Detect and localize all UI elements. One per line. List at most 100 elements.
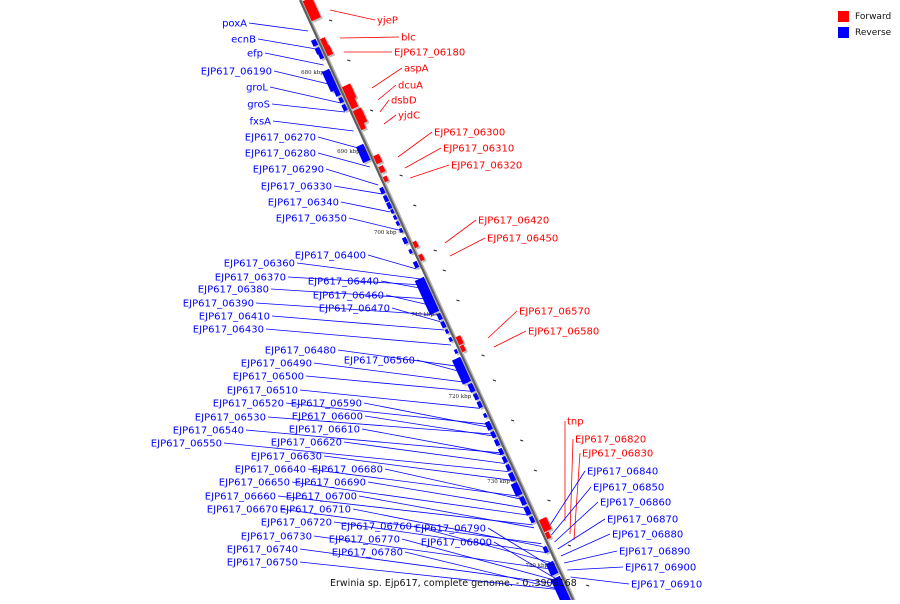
reverse-gene-block [476,400,483,409]
reverse-gene-block [321,68,339,93]
reverse-gene-block [467,382,476,393]
reverse-gene-label: EJP617_06350 [276,214,347,225]
reverse-gene-label: EJP617_06390 [183,299,254,310]
leader-line [245,429,501,454]
leader-line [307,468,520,497]
feature-mark [492,379,497,382]
leader-line [325,168,379,186]
reverse-gene-block [412,260,420,269]
forward-gene-block [538,516,552,533]
reverse-gene-label: EJP617_06670 [207,505,278,516]
reverse-gene-block [448,336,453,343]
forward-gene-label: tnp [567,417,584,428]
reverse-gene-block [395,220,401,227]
reverse-gene-label: EJP617_06470 [319,304,390,315]
forward-gene-block [382,175,389,183]
leader-line [361,428,501,456]
reverse-gene-label: EJP617_06560 [344,356,415,367]
leader-line [291,481,529,516]
feature-mark [399,174,403,177]
leader-line [299,548,560,585]
reverse-gene-block [542,545,549,554]
leader-line [573,452,581,541]
reverse-gene-label: groS [247,100,270,111]
leader-line [272,120,354,132]
reverse-gene-label: EJP617_06550 [151,439,222,450]
leader-line [339,36,400,39]
leader-line [317,152,371,168]
leader-line [567,566,624,571]
reverse-gene-label: EJP617_06790 [415,524,486,535]
leader-line [255,302,438,316]
leader-line [329,9,376,21]
reverse-gene-label: EJP617_06730 [241,532,312,543]
leader-line [493,330,527,348]
reverse-gene-block [333,88,341,97]
reverse-gene-label: EJP617_06630 [251,452,322,463]
reverse-gene-label: EJP617_06500 [233,372,304,383]
reverse-gene-block [338,96,345,104]
forward-gene-label: EJP617_06580 [528,327,599,338]
leader-line [340,201,391,213]
reverse-gene-label: EJP617_06760 [341,522,412,533]
leader-line [493,541,559,581]
leader-line [551,486,592,536]
leader-line [487,310,518,339]
forward-gene-label: aspA [404,64,429,75]
feature-mark [547,499,551,502]
reverse-gene-block [453,348,459,355]
tick-label: 690 kbp [337,149,360,155]
leader-line [299,389,480,409]
reverse-gene-label: EJP617_06840 [587,467,658,478]
leader-line [404,147,442,169]
tick-label: 740 kbp [525,563,548,569]
leader-line [383,114,397,125]
reverse-gene-label: EJP617_06720 [261,518,332,529]
forward-gene-label: EJP617_06450 [487,234,558,245]
leader-line [267,416,492,435]
forward-gene-block [352,107,368,126]
reverse-gene-block [314,46,322,55]
reverse-gene-label: EJP617_06410 [199,312,270,323]
reverse-gene-block [414,276,440,315]
leader-line [271,315,445,331]
forward-gene-block [320,37,329,48]
leader-line [487,527,553,568]
leader-line [409,164,450,179]
reverse-gene-label: EJP617_06520 [213,399,284,410]
tick-label: 730 kbp [487,479,510,485]
reverse-gene-block [505,463,512,472]
reverse-gene-label: EJP617_06590 [291,399,362,410]
reverse-gene-block [341,103,348,112]
feature-mark [328,19,333,22]
feature-mark [567,544,572,547]
forward-swatch [838,11,849,22]
reverse-gene-block [408,248,413,255]
leader-line [397,131,433,158]
feature-mark [369,109,374,112]
reverse-gene-label: EJP617_06460 [313,291,384,302]
reverse-gene-label: EJP617_06430 [193,325,264,336]
reverse-gene-label: poxA [222,19,247,30]
reverse-gene-label: EJP617_06780 [332,548,403,559]
leader-line [569,438,574,535]
leader-line [299,561,563,591]
reverse-gene-block [444,328,450,335]
forward-gene-block [373,153,383,165]
reverse-gene-block [390,208,395,215]
leader-line [323,455,513,481]
leader-line [273,70,333,86]
leader-line [333,521,546,553]
leader-line [333,185,383,195]
leader-line [367,254,417,270]
reverse-gene-label: efp [247,49,263,60]
forward-gene-label: EJP617_06180 [394,48,465,59]
reverse-gene-block [518,495,527,506]
reverse-gene-label: EJP617_06770 [329,535,400,546]
reverse-gene-block [507,471,517,482]
reverse-gene-label: EJP617_06620 [271,438,342,449]
forward-gene-block [459,344,467,353]
reverse-gene-label: EJP617_06910 [631,580,702,591]
leader-line [358,495,535,529]
